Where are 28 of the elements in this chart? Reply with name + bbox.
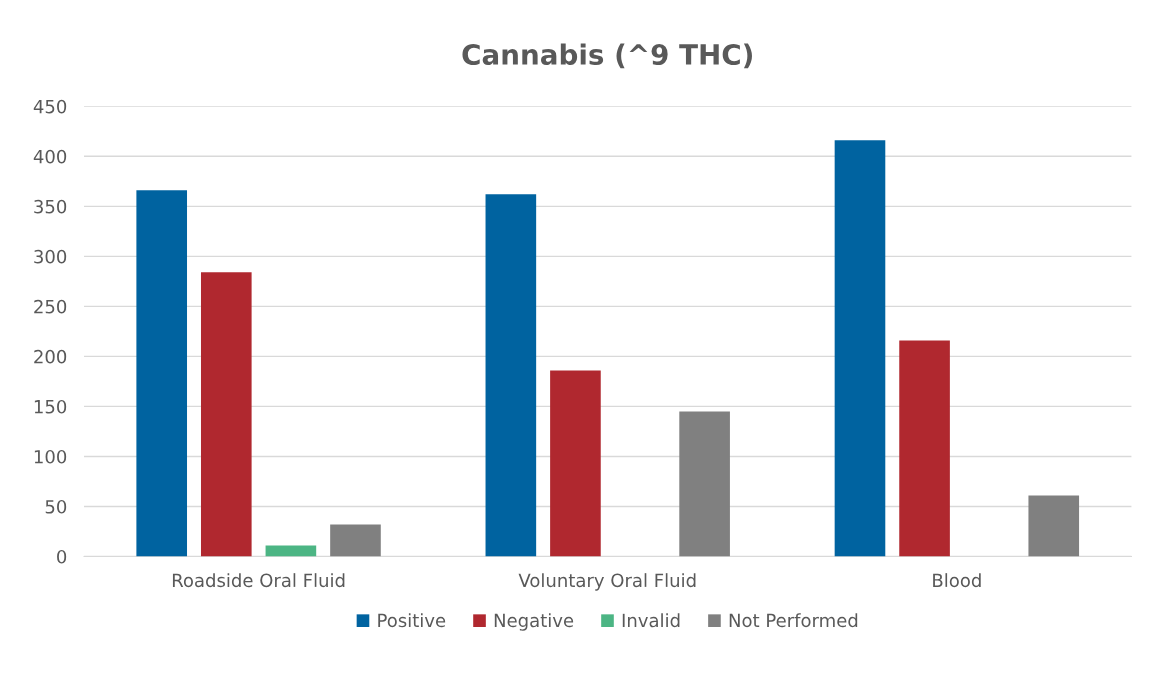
bar: [1028, 495, 1080, 557]
bar: [200, 272, 252, 557]
legend-label: Invalid: [622, 613, 680, 628]
bar: [550, 370, 601, 557]
bar: [265, 545, 317, 557]
y-tick-label: 0: [57, 549, 67, 564]
legend-label: Positive: [378, 613, 446, 628]
bar: [834, 140, 886, 557]
legend-label: Not Performed: [729, 613, 858, 628]
x-tick-label: Blood: [933, 573, 981, 588]
bar: [679, 411, 730, 557]
bar: [899, 340, 950, 557]
y-tick-label: 300: [34, 249, 67, 264]
y-tick-label: 50: [45, 499, 67, 514]
bar: [136, 190, 188, 557]
y-tick-label: 100: [34, 449, 67, 464]
y-tick-label: 400: [33, 149, 67, 164]
y-tick-label: 150: [34, 399, 67, 414]
y-tick-label: 250: [34, 299, 67, 314]
legend-label: Negative: [494, 613, 574, 631]
bar: [330, 524, 381, 557]
bar: [485, 194, 537, 557]
x-tick-label: Voluntary Oral Fluid: [518, 573, 696, 591]
y-tick-label: 350: [34, 199, 67, 214]
y-tick-label: 200: [34, 349, 67, 364]
x-tick-label: Roadside Oral Fluid: [172, 573, 345, 588]
y-tick-label: 450: [33, 99, 67, 114]
chart-title: Cannabis (^9 THC): [462, 43, 752, 69]
